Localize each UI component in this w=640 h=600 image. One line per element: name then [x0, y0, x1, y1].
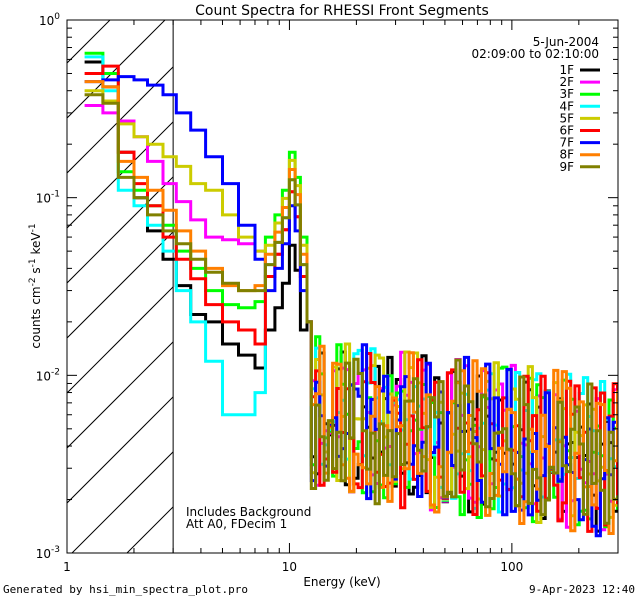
footer-generated-by: Generated by hsi_min_spectra_plot.pro [3, 583, 249, 596]
chart-title: Count Spectra for RHESSI Front Segments [195, 3, 489, 19]
legend-label-6F: 6F [559, 124, 574, 138]
legend-label-8F: 8F [559, 148, 574, 162]
y-tick-labels: 100 10-1 10-2 10-3 [36, 12, 61, 561]
time-range-label: 02:09:00 to 02:10:00 [472, 47, 599, 61]
plot-frame [66, 19, 619, 554]
legend-label-1F: 1F [559, 63, 574, 77]
legend-label-5F: 5F [559, 111, 574, 125]
axis-ticks [66, 19, 619, 554]
legend-label-2F: 2F [559, 75, 574, 89]
annotation-background: Includes Background [186, 505, 311, 519]
hatch-line [67, 20, 221, 174]
y-tick-label: 100 [39, 12, 60, 28]
legend-label-9F: 9F [559, 160, 574, 174]
x-tick-labels: 1 10 100 [63, 560, 523, 574]
x-tick-label: 10 [282, 560, 297, 574]
date-label: 5-Jun-2004 [533, 35, 599, 49]
legend-label-7F: 7F [559, 136, 574, 150]
series-line-9F [84, 93, 618, 525]
y-tick-label: 10-2 [36, 367, 60, 383]
hatch-line [67, 20, 166, 119]
footer-timestamp: 9-Apr-2023 12:40 [529, 583, 635, 596]
y-tick-label: 10-3 [36, 545, 60, 561]
y-axis-label: counts cm-2 s-1 keV-1 [28, 223, 43, 348]
annotation-attenuator: Att A0, FDecim 1 [186, 517, 287, 531]
x-tick-label: 100 [500, 560, 523, 574]
series-group [84, 51, 618, 538]
x-axis-label: Energy (keV) [303, 575, 380, 589]
legend-label-4F: 4F [559, 99, 574, 113]
y-tick-label: 10-1 [36, 190, 60, 206]
x-tick-label: 1 [63, 560, 71, 574]
legend-label-3F: 3F [559, 87, 574, 101]
